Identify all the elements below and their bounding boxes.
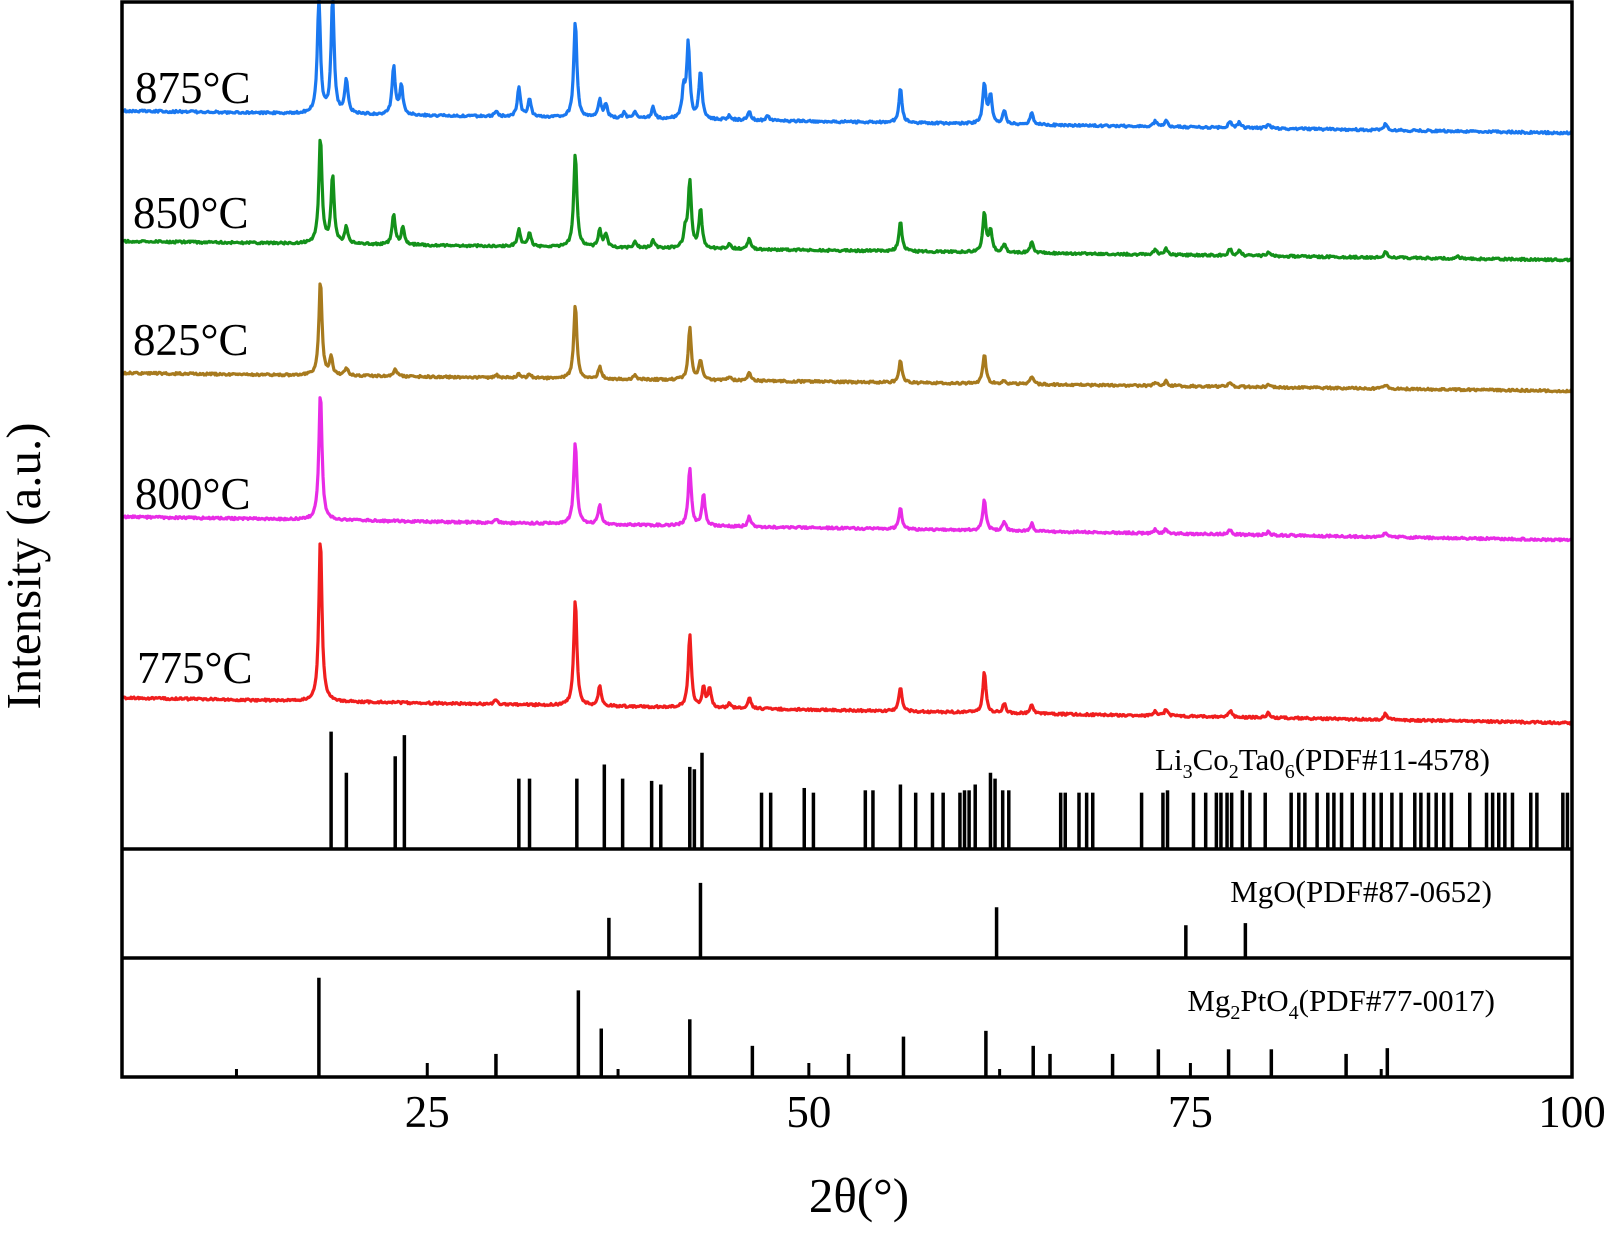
reference-0: Li3Co2Ta06(PDF#11-4578) <box>329 731 1570 849</box>
reference-label: MgO(PDF#87-0652) <box>1230 874 1492 909</box>
plot-border <box>120 0 1574 1079</box>
x-axis-ticks: 25 50 75 100 <box>234 1063 1606 1137</box>
series-4: 775°C <box>121 542 1573 726</box>
series-3: 800°C <box>121 396 1573 543</box>
series-label: 800°C <box>135 469 251 519</box>
series-label: 875°C <box>135 63 251 113</box>
x-tick-label: 50 <box>786 1087 831 1137</box>
reference-label: Mg2PtO4(PDF#77-0017) <box>1187 983 1495 1024</box>
series-line <box>120 282 1574 394</box>
y-axis-title: Intensity (a.u.) <box>0 422 51 709</box>
x-axis-title: 2θ(°) <box>809 1168 909 1223</box>
series-line <box>121 396 1573 543</box>
x-tick-label: 100 <box>1538 1087 1606 1137</box>
series-label: 825°C <box>133 315 249 365</box>
series-line <box>121 138 1574 263</box>
series-line <box>120 0 1574 136</box>
series-0: 875°C <box>120 0 1574 136</box>
series-label: 850°C <box>133 188 249 238</box>
reference-2: Mg2PtO4(PDF#77-0017) <box>317 977 1495 1077</box>
series-2: 825°C <box>120 282 1574 394</box>
series-layer: 875°C 850°C 825°C 800°C 775°C <box>120 0 1574 726</box>
series-line <box>121 542 1573 726</box>
x-tick-label: 25 <box>405 1087 450 1137</box>
reference-layer: Li3Co2Ta06(PDF#11-4578) MgO(PDF#87-0652) M… <box>317 731 1570 1077</box>
series-1: 850°C <box>121 138 1574 263</box>
series-label: 775°C <box>137 643 253 693</box>
reference-1: MgO(PDF#87-0652) <box>607 874 1492 958</box>
plot-frame <box>120 0 1574 1079</box>
reference-label: Li3Co2Ta06(PDF#11-4578) <box>1155 742 1490 783</box>
x-tick-label: 75 <box>1168 1087 1213 1137</box>
